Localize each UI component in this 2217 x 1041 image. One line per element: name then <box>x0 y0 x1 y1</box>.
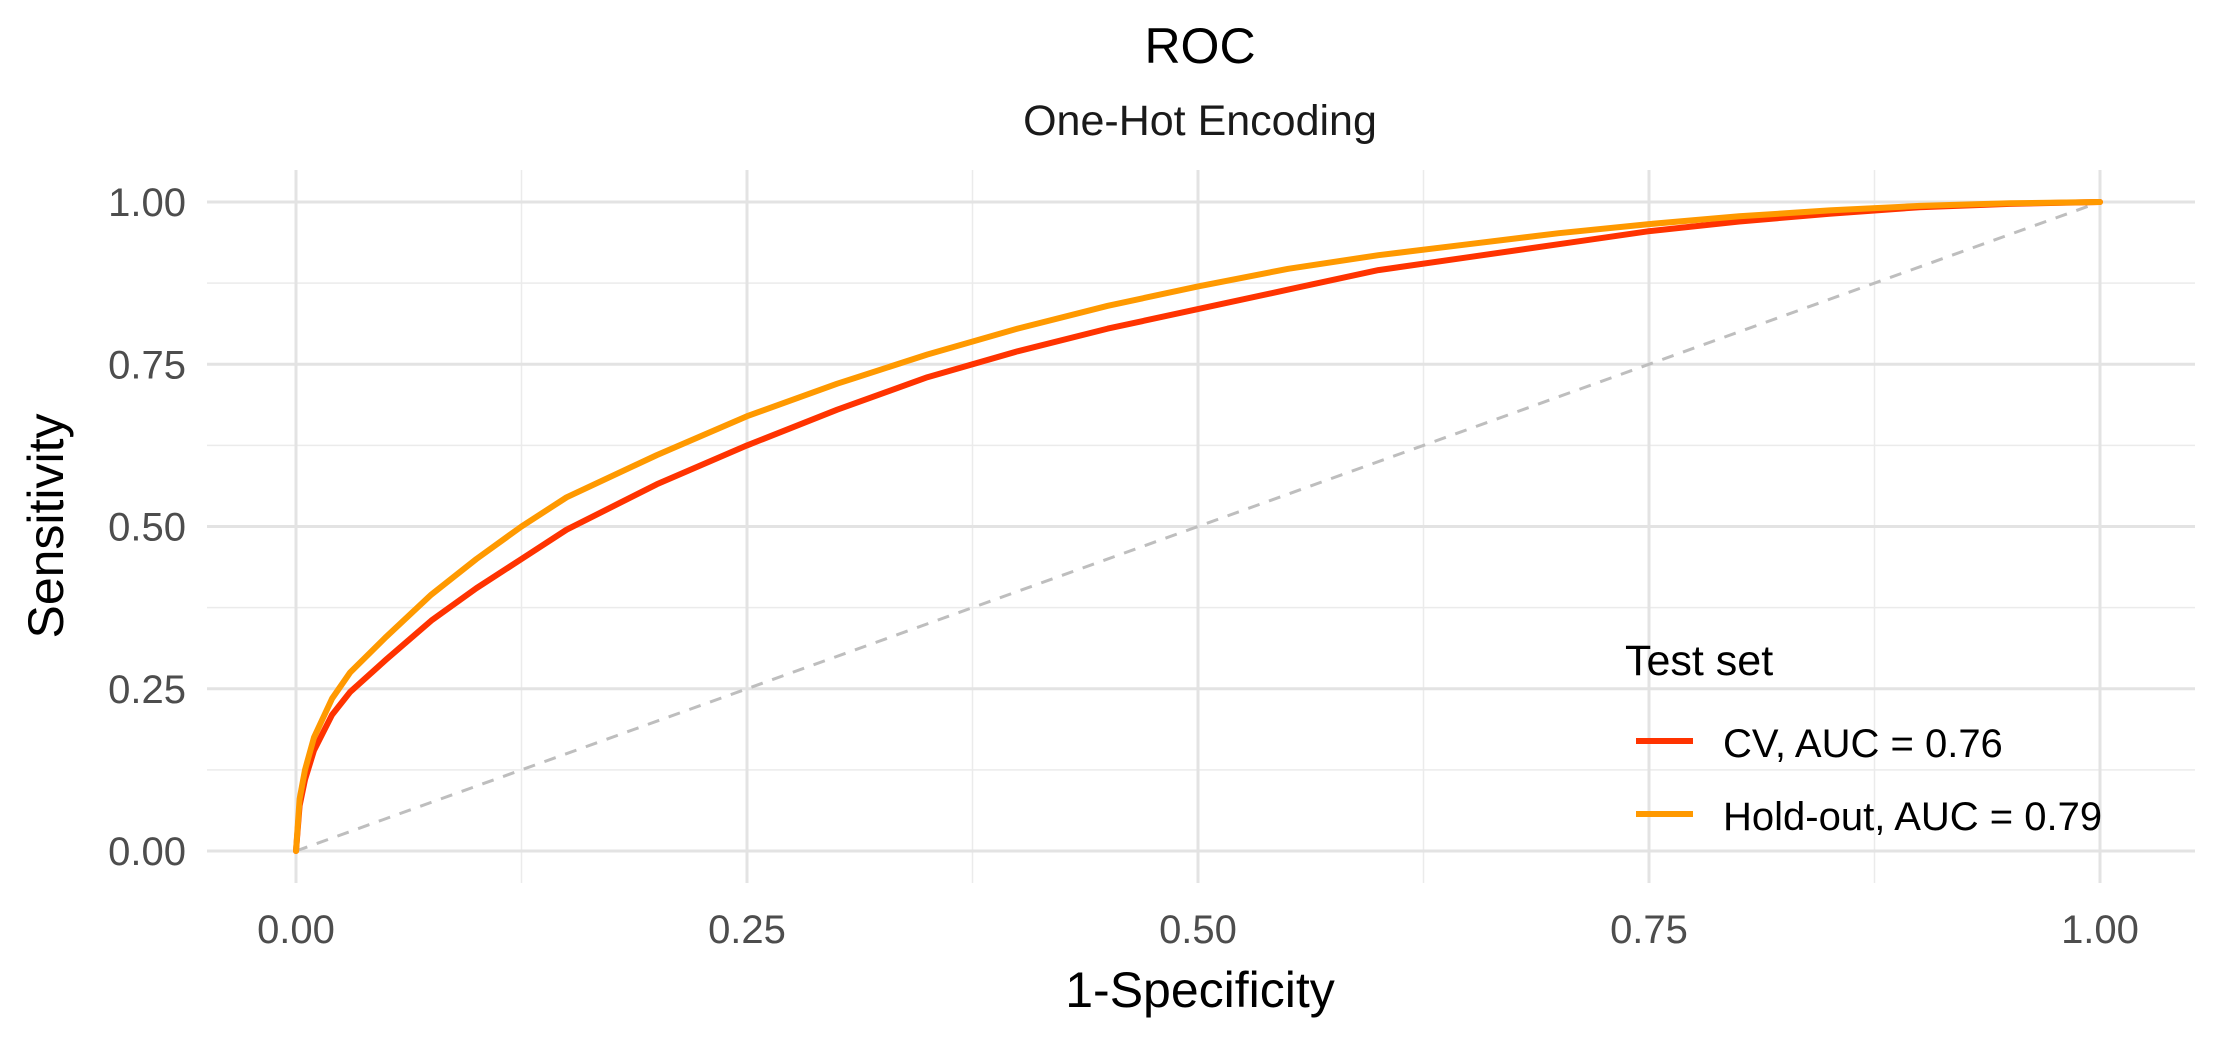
x-tick-label: 0.25 <box>708 908 786 952</box>
y-tick-label: 0.50 <box>108 506 186 550</box>
legend-label-cv: CV, AUC = 0.76 <box>1723 722 2003 766</box>
roc-curve-holdout <box>293 199 2103 854</box>
y-tick-label: 0.75 <box>108 343 186 387</box>
y-tick-label: 1.00 <box>108 181 186 225</box>
x-axis-title: 1-Specificity <box>1065 962 1335 1018</box>
x-tick-label: 1.00 <box>2061 908 2139 952</box>
diagonal-reference-line <box>295 200 2101 853</box>
x-tick-label: 0.00 <box>257 908 335 952</box>
roc-curve-cv <box>293 199 2103 854</box>
x-tick-labels: 0.00 0.25 0.50 0.75 1.00 <box>257 908 2139 952</box>
minor-gridlines <box>207 170 2195 883</box>
chart-subtitle: One-Hot Encoding <box>1023 97 1377 145</box>
y-tick-labels: 0.00 0.25 0.50 0.75 1.00 <box>108 181 186 874</box>
chart-title: ROC <box>1144 18 1255 74</box>
y-tick-label: 0.25 <box>108 668 186 712</box>
legend-label-holdout: Hold-out, AUC = 0.79 <box>1723 795 2102 839</box>
x-tick-label: 0.75 <box>1610 908 1688 952</box>
legend: Test set CV, AUC = 0.76 Hold-out, AUC = … <box>1625 637 2102 839</box>
legend-title: Test set <box>1625 637 1773 685</box>
y-axis-title: Sensitivity <box>18 413 74 638</box>
y-tick-label: 0.00 <box>108 830 186 874</box>
x-tick-label: 0.50 <box>1159 908 1237 952</box>
roc-curves <box>293 199 2103 854</box>
